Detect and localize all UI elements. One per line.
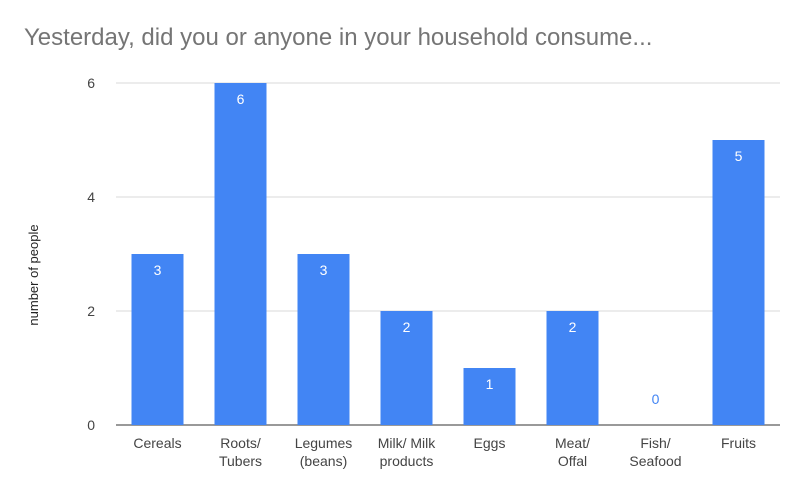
bar: [712, 140, 765, 425]
y-tick-label: 0: [87, 417, 95, 433]
y-axis-ticks: 0 2 4 6: [87, 75, 95, 433]
y-axis-label: number of people: [26, 224, 41, 325]
x-tick-label: Roots/Tubers: [219, 435, 262, 469]
bar: [297, 254, 350, 425]
x-tick-label: Cereals: [133, 435, 181, 451]
data-label: 1: [486, 376, 494, 392]
x-tick-label: Meat/Offal: [555, 435, 590, 469]
chart-title: Yesterday, did you or anyone in your hou…: [24, 24, 653, 51]
bar: [463, 368, 516, 425]
y-tick-label: 2: [87, 303, 95, 319]
x-tick-label: Fruits: [721, 435, 756, 451]
data-label: 2: [403, 319, 411, 335]
x-axis-ticks: Cereals Roots/Tubers Legumes (beans) Milk/ M…: [133, 435, 756, 469]
data-labels: 3 6 3 2 1 2 0 5: [154, 91, 743, 407]
y-tick-label: 6: [87, 75, 95, 91]
y-tick-label: 4: [87, 189, 95, 205]
data-label: 3: [320, 262, 328, 278]
data-label: 6: [237, 91, 245, 107]
x-tick-label: Milk/ Milk products: [378, 435, 437, 469]
bar: [546, 311, 599, 425]
x-tick-label: Eggs: [474, 435, 506, 451]
bar: [214, 83, 267, 425]
data-label: 5: [735, 148, 743, 164]
x-tick-label: Fish/Seafood: [629, 435, 681, 469]
bars: [131, 83, 765, 425]
bar: [380, 311, 433, 425]
data-label: 2: [569, 319, 577, 335]
data-label: 0: [652, 391, 660, 407]
bar: [131, 254, 184, 425]
x-tick-label: Legumes (beans): [295, 435, 353, 469]
data-label: 3: [154, 262, 162, 278]
